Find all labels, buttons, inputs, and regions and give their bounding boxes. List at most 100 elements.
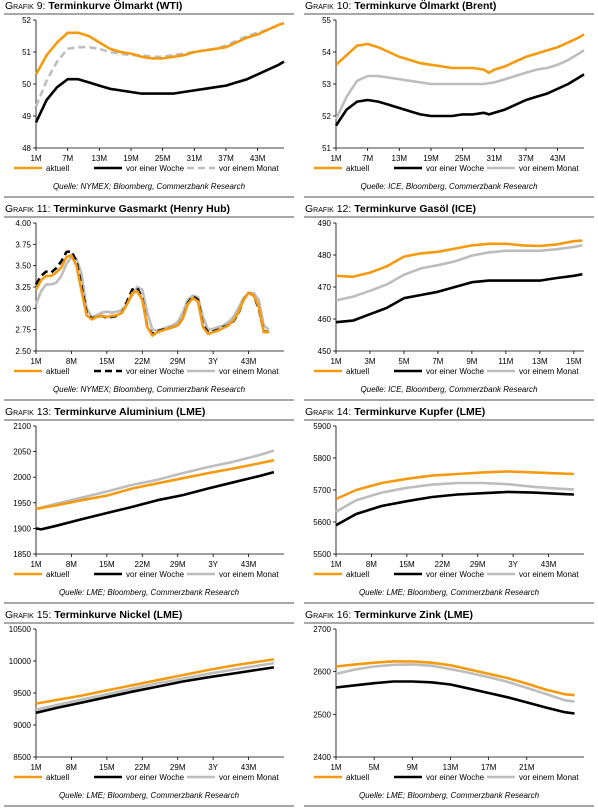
bottom-rule: [4, 196, 294, 198]
chart-zink: 2400 2500 2600 2700 1M 5M 9M 13M 17M 21M aktuell vo…: [313, 625, 584, 782]
y-tick-label: 3.25: [15, 283, 31, 292]
x-tick-label: 43M: [241, 763, 257, 772]
x-tick-label: 8M: [66, 560, 77, 569]
y-tick-label: 480: [318, 251, 332, 260]
series-line-monat: [335, 481, 574, 513]
legend-label-aktuell: aktuell: [346, 773, 369, 782]
legend-label-woche: vor einer Woche: [126, 570, 185, 579]
series-line-woche: [335, 490, 574, 527]
panel-title-text: Terminkurve Kupfer (LME): [354, 406, 486, 418]
x-tick-label: 3Y: [208, 763, 218, 772]
legend-label-monat: vor einem Monat: [519, 570, 579, 579]
series-line-monat: [35, 661, 275, 711]
y-tick-label: 9500: [13, 689, 31, 698]
x-tick-label: 17M: [481, 763, 497, 772]
x-tick-label: 8M: [66, 763, 77, 772]
y-tick-label: 52: [22, 16, 31, 25]
legend-label-monat: vor einem Monat: [219, 570, 279, 579]
chart-panel-15: Grafik 15: Terminkurve Nickel (LME) 8500…: [4, 609, 294, 809]
x-tick-label: 13M: [392, 154, 408, 163]
series-line-woche: [34, 60, 285, 123]
y-tick-label: 1950: [13, 499, 31, 508]
y-tick-label: 53: [322, 80, 331, 89]
chart-nickel: 8500 9000 9500 10000 10500 1M 8M 15M 22M 29M 3Y 43M…: [9, 625, 284, 782]
source-note: Quelle: LME; Bloomberg, Commerzbank Rese…: [58, 588, 240, 597]
x-tick-label: 43M: [250, 154, 266, 163]
x-tick-label: 15M: [566, 357, 582, 366]
panel-title-text: Terminkurve Gasöl (ICE): [354, 203, 476, 215]
chart-brent: 51 52 53 54 55 1M 7M 13M 19M 25M 31M 37M 43M aktuell v…: [314, 16, 585, 173]
panel-title-text: Terminkurve Ölmarkt (Brent): [354, 0, 497, 12]
bottom-rule: [304, 805, 594, 807]
legend-label-monat: vor einem Monat: [219, 164, 279, 173]
series-line-woche: [35, 666, 275, 715]
legend-label-woche: vor einer Woche: [126, 367, 185, 376]
y-tick-label: 490: [318, 219, 332, 228]
x-tick-label: 1M: [30, 763, 41, 772]
top-rule: [304, 216, 594, 218]
x-tick-label: 22M: [135, 357, 151, 366]
x-tick-label: 13M: [443, 763, 459, 772]
x-tick-label: 29M: [170, 560, 186, 569]
panel-title: Grafik 14: Terminkurve Kupfer (LME): [305, 406, 485, 418]
panel-title: Grafik 10: Terminkurve Ölmarkt (Brent): [305, 0, 496, 12]
x-tick-label: 11M: [498, 357, 513, 366]
y-tick-label: 2600: [313, 668, 331, 677]
series-line-woche: [35, 470, 275, 531]
chart-kupfer: 5500 5600 5700 5800 5900 1M 8M 15M 22M 29M 3Y 43M ak…: [313, 422, 584, 579]
y-tick-label: 48: [22, 144, 31, 153]
x-tick-label: 19M: [423, 154, 439, 163]
x-tick-label: 22M: [435, 560, 451, 569]
y-tick-label: 5800: [313, 454, 331, 463]
x-tick-label: 31M: [187, 154, 203, 163]
bottom-rule: [304, 399, 594, 401]
series-line-aktuell: [335, 239, 583, 279]
source-note: Quelle: LME; Bloomberg, Commerzbank Rese…: [58, 791, 240, 800]
bottom-rule: [304, 602, 594, 604]
series-line-aktuell: [35, 459, 275, 511]
x-tick-label: 25M: [155, 154, 171, 163]
y-tick-label: 1850: [13, 550, 31, 559]
x-tick-label: 29M: [170, 763, 186, 772]
series-line-monat: [334, 49, 585, 120]
source-note: Quelle: LME; Bloomberg, Commerzbank Rese…: [358, 791, 540, 800]
x-tick-label: 21M: [519, 763, 535, 772]
x-tick-label: 13M: [532, 357, 548, 366]
chart-panel-9: Grafik 9: Terminkurve Ölmarkt (WTI) 48 49…: [4, 0, 294, 200]
y-tick-label: 2000: [13, 473, 31, 482]
panel-prefix: Grafik 12:: [305, 203, 352, 215]
legend-label-woche: vor einer Woche: [426, 367, 485, 376]
panel-prefix: Grafik 13:: [5, 406, 52, 418]
x-tick-label: 43M: [550, 154, 566, 163]
x-tick-label: 15M: [99, 357, 115, 366]
y-tick-label: 5900: [313, 422, 331, 431]
top-rule: [4, 216, 294, 218]
x-tick-label: 22M: [135, 560, 151, 569]
x-tick-label: 13M: [92, 154, 108, 163]
y-tick-label: 50: [22, 80, 31, 89]
panel-prefix: Grafik 11:: [5, 203, 51, 215]
chart-panel-16: Grafik 16: Terminkurve Zink (LME) 2400 25…: [304, 609, 594, 809]
chart-gasoil: 450 460 470 480 490 1M 3M 5M 7M 9M 11M 13M 15M aktuel…: [314, 219, 584, 376]
y-tick-label: 2050: [13, 448, 31, 457]
top-rule: [4, 622, 294, 624]
source-note: Quelle: ICE, Bloomberg, Commerzbank Rese…: [360, 385, 538, 394]
bottom-rule: [4, 805, 294, 807]
top-rule: [304, 419, 594, 421]
legend-label-monat: vor einem Monat: [519, 773, 579, 782]
series-line-aktuell: [335, 33, 585, 75]
source-note: Quelle: NYMEX; Bloomberg, Commerzbank Re…: [52, 182, 246, 191]
series-line-woche: [334, 73, 585, 127]
x-tick-label: 15M: [399, 560, 415, 569]
x-tick-label: 3Y: [208, 560, 218, 569]
panel-title-text: Terminkurve Aluminium (LME): [54, 406, 206, 418]
x-tick-label: 1M: [30, 154, 41, 163]
legend-label-aktuell: aktuell: [46, 773, 69, 782]
panel-title: Grafik 12: Terminkurve Gasöl (ICE): [305, 203, 476, 215]
bottom-rule: [4, 602, 294, 604]
y-tick-label: 3.50: [15, 262, 31, 271]
x-tick-label: 15M: [99, 560, 115, 569]
y-tick-label: 470: [318, 283, 332, 292]
x-tick-label: 1M: [330, 763, 341, 772]
legend-label-aktuell: aktuell: [346, 367, 369, 376]
